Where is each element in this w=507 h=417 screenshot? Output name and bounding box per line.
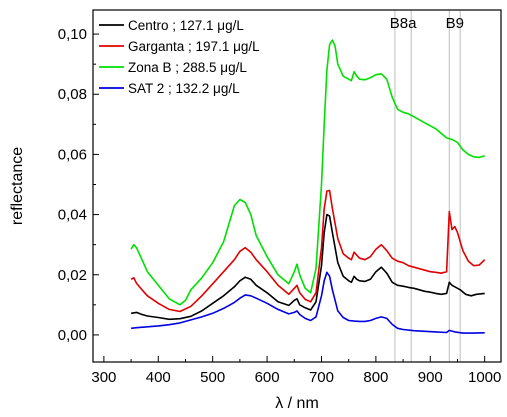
series-line <box>130 213 485 321</box>
x-tick-label: 800 <box>363 369 388 386</box>
x-tick-label: 900 <box>418 369 443 386</box>
y-axis: 0,00 0,02 0,04 0,06 0,08 0,10 <box>58 26 99 344</box>
spectral-bands: B8a B9 <box>390 10 464 362</box>
y-tick-label: 0,02 <box>58 267 87 284</box>
y-tick-label: 0,10 <box>58 26 87 43</box>
legend: Centro ; 127.1 μg/L Garganta ; 197.1 μg/L… <box>99 18 260 96</box>
x-axis: 300 400 500 600 700 800 900 1000 <box>91 356 501 386</box>
y-axis-title: reflectance <box>9 147 26 225</box>
series-line <box>130 189 486 313</box>
x-tick-label: 600 <box>255 369 280 386</box>
legend-entry: SAT 2 ; 132.2 μg/L <box>128 81 240 96</box>
x-tick-label: 400 <box>146 369 171 386</box>
band-label: B8a <box>390 15 417 32</box>
y-tick-label: 0,08 <box>58 86 87 103</box>
legend-entry: Zona B ; 288.5 μg/L <box>128 60 247 75</box>
x-tick-label: 500 <box>200 369 225 386</box>
series-line <box>130 39 485 306</box>
x-tick-label: 1000 <box>468 369 501 386</box>
x-tick-label: 700 <box>309 369 334 386</box>
plot-frame <box>92 9 502 363</box>
y-tick-label: 0,04 <box>58 207 87 224</box>
series-lines <box>130 39 486 334</box>
y-tick-label: 0,06 <box>58 146 87 163</box>
x-axis-title: λ / nm <box>275 395 319 412</box>
x-tick-label: 300 <box>91 369 116 386</box>
series-line <box>131 271 485 334</box>
band-label: B9 <box>446 15 464 32</box>
legend-entry: Centro ; 127.1 μg/L <box>128 18 244 33</box>
legend-entry: Garganta ; 197.1 μg/L <box>128 39 260 54</box>
y-tick-label: 0,00 <box>58 327 87 344</box>
